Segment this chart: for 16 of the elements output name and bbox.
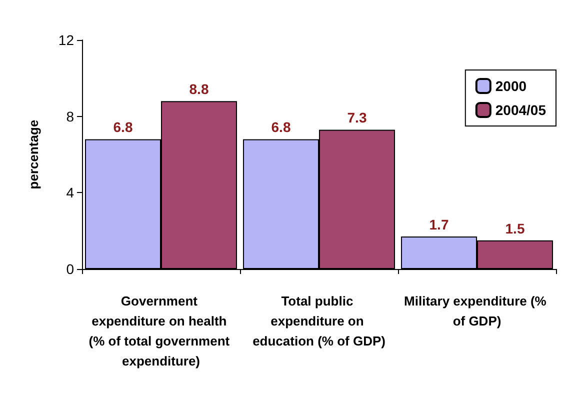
legend-label: 2004/05 [495,102,546,118]
y-tick-label: 4 [66,184,74,201]
y-tick-label: 0 [66,261,74,277]
data-label: 6.8 [271,119,291,136]
x-tick-label: Total public expenditure on education (% of GDP) [252,294,386,348]
legend-label: 2000 [495,78,527,94]
y-axis-title: percentage [26,120,41,190]
y-tick-label: 8 [66,108,74,124]
y-tick-label: 12 [58,32,74,48]
x-tick-label: Military expenditure (% of GDP) [404,294,550,328]
data-label: 7.3 [347,110,367,126]
data-label: 8.8 [189,81,209,98]
data-label: 1.7 [429,216,449,233]
x-tick-label: Government expenditure on health (% of total government expenditure) [88,294,234,368]
data-label: 6.8 [113,119,133,136]
data-label: 1.5 [505,220,525,236]
